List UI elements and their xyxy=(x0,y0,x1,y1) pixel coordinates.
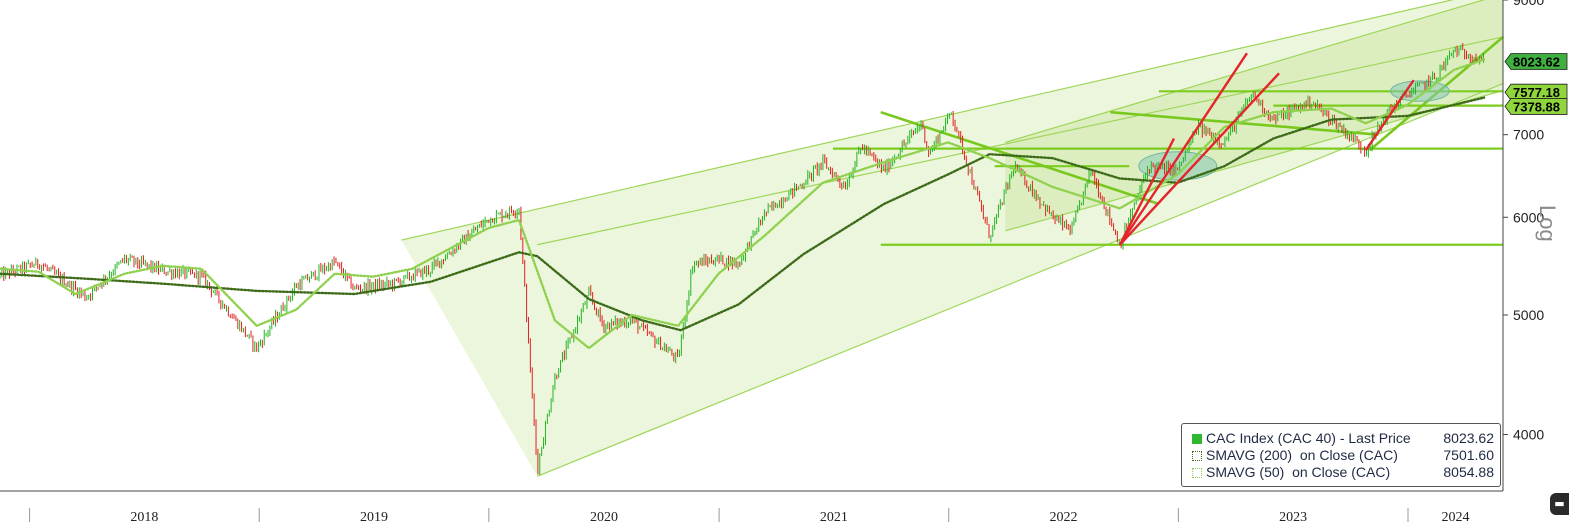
fan-line xyxy=(1118,137,1176,246)
chart-options-button[interactable]: ▬ xyxy=(1550,493,1569,515)
legend-label-price: CAC Index (CAC 40) - Last Price xyxy=(1206,430,1411,446)
last-value-tag: 7378.88 xyxy=(1504,98,1568,115)
sma200-line xyxy=(0,96,1486,332)
fan-lines-layer xyxy=(1118,52,1415,246)
legend-swatch-price xyxy=(1192,433,1202,444)
x-tick-label: 2018 xyxy=(130,510,158,524)
channel-line xyxy=(1005,0,1486,143)
last-value-tag: 7577.18 xyxy=(1504,83,1568,101)
x-tick-label: 2021 xyxy=(820,510,848,524)
tag-value: 7378.88 xyxy=(1513,99,1560,114)
tag-shape xyxy=(1504,98,1568,115)
y-tick-label: 5000 xyxy=(1513,307,1544,323)
legend-value-sma200: 7501.60 xyxy=(1443,447,1494,463)
tag-shape xyxy=(1504,83,1568,101)
y-tick-label: 9000 xyxy=(1513,0,1544,8)
legend-label-sma200: SMAVG (200) on Close (CAC) xyxy=(1206,447,1398,463)
last-value-tag: 8023.62 xyxy=(1504,53,1568,70)
channel-line xyxy=(537,36,1504,246)
tag-shape xyxy=(1504,53,1568,70)
highlight-ellipse xyxy=(1138,151,1218,181)
legend-item-sma50: SMAVG (50) on Close (CAC) 8054.88 xyxy=(1192,464,1494,481)
fan-line xyxy=(1364,79,1415,151)
channel-line xyxy=(401,0,1455,241)
legend-item-sma200: SMAVG (200) on Close (CAC) 7501.60 xyxy=(1192,447,1494,464)
x-tick-label: 2020 xyxy=(590,510,618,524)
legend-item-price: CAC Index (CAC 40) - Last Price 8023.62 xyxy=(1192,430,1494,447)
trend-line xyxy=(880,110,1160,206)
fan-line xyxy=(1118,52,1248,246)
legend-label-sma50: SMAVG (50) on Close (CAC) xyxy=(1206,464,1391,480)
channel-fill-inner xyxy=(1005,0,1503,231)
legend-swatch-sma200 xyxy=(1192,450,1202,461)
legend-swatch-sma50 xyxy=(1192,467,1202,478)
x-tick-label: 2019 xyxy=(360,510,388,524)
scale-label: Log xyxy=(1535,205,1560,242)
price-candles-layer xyxy=(0,42,1484,475)
x-tick-label: 2023 xyxy=(1279,510,1307,524)
y-tick-label: 7000 xyxy=(1513,127,1544,143)
x-tick-label: 2022 xyxy=(1050,510,1078,524)
x-tick-label: 2024 xyxy=(1442,510,1470,524)
fan-line xyxy=(1118,72,1280,246)
sma50-line xyxy=(0,58,1486,350)
highlight-ellipse xyxy=(1390,80,1450,102)
trend-line xyxy=(1110,110,1379,136)
legend-value-price: 8023.62 xyxy=(1443,430,1494,446)
channel-fill-layer xyxy=(401,0,1503,477)
y-tick-label: 4000 xyxy=(1513,427,1544,443)
moving-average-layer xyxy=(0,58,1486,350)
legend-value-sma50: 8054.88 xyxy=(1443,464,1494,480)
tag-value: 7577.18 xyxy=(1513,85,1560,100)
legend: CAC Index (CAC 40) - Last Price 8023.62 … xyxy=(1181,423,1501,487)
y-tick-label: 6000 xyxy=(1513,209,1544,225)
tag-value: 8023.62 xyxy=(1513,55,1560,70)
